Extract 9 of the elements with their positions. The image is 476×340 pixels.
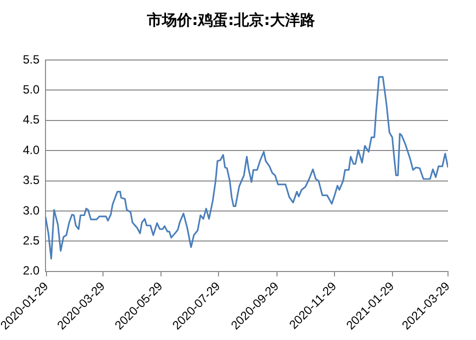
y-tick-label: 4.5 [22, 112, 40, 127]
y-tick-label: 3.5 [22, 173, 40, 188]
y-tick-label: 2.5 [22, 234, 40, 248]
y-tick-label: 5.0 [22, 82, 40, 97]
y-tick-label: 4.0 [22, 142, 40, 157]
y-tick-label: 3.0 [22, 203, 40, 218]
y-tick-label: 5.5 [22, 52, 40, 66]
chart-title: 市场价:鸡蛋:北京:大洋路 [146, 10, 315, 29]
y-tick-label: 2.0 [22, 264, 40, 278]
